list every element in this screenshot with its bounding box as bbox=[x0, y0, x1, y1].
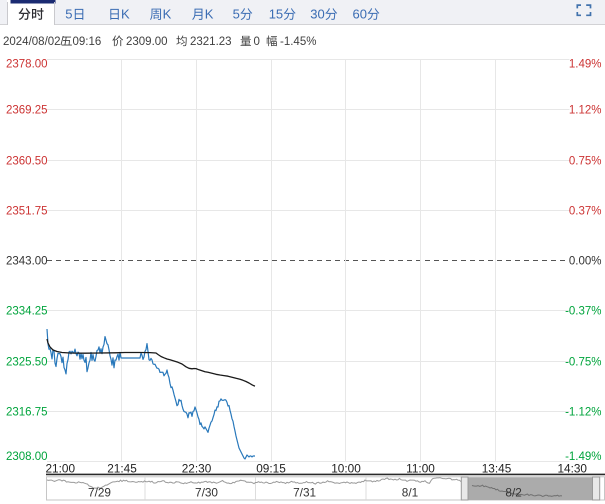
svg-text:2378.00: 2378.00 bbox=[6, 59, 48, 71]
svg-text:30: 30 bbox=[310, 7, 324, 22]
svg-text:21:45: 21:45 bbox=[107, 461, 137, 475]
svg-text:09:15: 09:15 bbox=[256, 461, 286, 475]
svg-text:2321.23: 2321.23 bbox=[190, 36, 232, 48]
svg-text:09:16: 09:16 bbox=[73, 36, 102, 48]
svg-text:7/29: 7/29 bbox=[88, 485, 111, 499]
svg-text:-0.37%: -0.37% bbox=[565, 306, 601, 318]
svg-text:60: 60 bbox=[353, 7, 367, 22]
svg-text:21:00: 21:00 bbox=[46, 461, 76, 475]
svg-text:5: 5 bbox=[233, 7, 240, 22]
svg-text:-1.49%: -1.49% bbox=[565, 451, 601, 463]
svg-text:K: K bbox=[205, 7, 214, 22]
svg-text:11:00: 11:00 bbox=[406, 461, 435, 475]
svg-text:7/30: 7/30 bbox=[195, 485, 218, 499]
svg-text:2343.00: 2343.00 bbox=[6, 256, 48, 268]
svg-text:0.37%: 0.37% bbox=[569, 206, 602, 218]
svg-text:2309.00: 2309.00 bbox=[126, 36, 168, 48]
svg-text:2351.75: 2351.75 bbox=[6, 206, 48, 218]
svg-text:1.49%: 1.49% bbox=[569, 59, 602, 71]
svg-text:K: K bbox=[163, 7, 172, 22]
svg-text:13:45: 13:45 bbox=[482, 461, 512, 475]
svg-text:5: 5 bbox=[65, 7, 72, 22]
svg-text:8/1: 8/1 bbox=[402, 485, 418, 499]
svg-text:2308.00: 2308.00 bbox=[6, 451, 48, 463]
svg-text:22:30: 22:30 bbox=[182, 461, 212, 475]
svg-text:0.75%: 0.75% bbox=[569, 156, 602, 168]
svg-text:1.12%: 1.12% bbox=[569, 105, 602, 117]
svg-text:-1.45%: -1.45% bbox=[280, 36, 316, 48]
svg-text:-0.75%: -0.75% bbox=[565, 357, 601, 369]
svg-text:2316.75: 2316.75 bbox=[6, 407, 48, 419]
svg-text:2334.25: 2334.25 bbox=[6, 306, 48, 318]
svg-text:0: 0 bbox=[254, 36, 260, 48]
svg-text:15: 15 bbox=[269, 7, 283, 22]
svg-text:10:00: 10:00 bbox=[331, 461, 361, 475]
svg-text:2360.50: 2360.50 bbox=[6, 156, 48, 168]
svg-text:-1.12%: -1.12% bbox=[565, 407, 601, 419]
svg-text:8/2: 8/2 bbox=[505, 485, 521, 499]
svg-text:2325.50: 2325.50 bbox=[6, 357, 48, 369]
svg-text:0.00%: 0.00% bbox=[569, 256, 602, 268]
svg-text:2369.25: 2369.25 bbox=[6, 105, 48, 117]
svg-text:2024/08/02/: 2024/08/02/ bbox=[3, 36, 65, 48]
svg-text:K: K bbox=[121, 7, 130, 22]
svg-text:14:30: 14:30 bbox=[557, 461, 587, 475]
svg-text:7/31: 7/31 bbox=[293, 485, 316, 499]
